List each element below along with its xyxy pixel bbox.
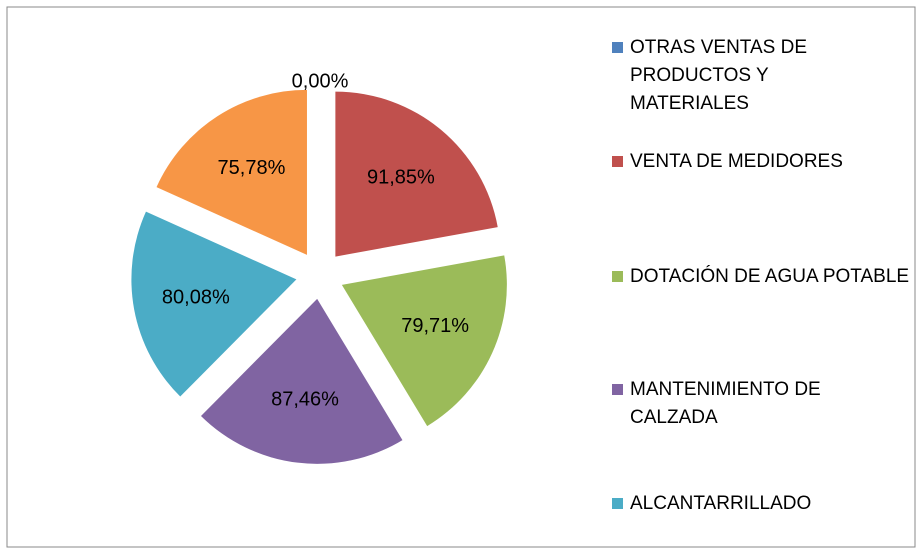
legend-label: VENTA DE MEDIDORES [630,151,843,172]
pie-slice [156,89,307,255]
legend-swatch [612,498,623,509]
legend-entry: VENTA DE MEDIDORES [612,148,912,176]
data-label: 80,08% [162,286,230,308]
legend-swatch [612,42,623,53]
legend-entry: MANTENIMIENTO DE CALZADA [612,376,912,432]
pie-slice [341,255,507,427]
legend-swatch [612,156,623,167]
legend-swatch [612,384,623,395]
legend-label: MANTENIMIENTO DE CALZADA [630,379,821,428]
data-label: 79,71% [401,315,469,337]
legend-label: DOTACIÓN DE AGUA POTABLE [630,266,910,287]
pie-slice [335,91,498,257]
data-label: 91,85% [367,166,435,188]
legend-entry: ALCANTARRILLADO [612,490,912,518]
data-label: 87,46% [271,389,339,411]
data-label: 0,00% [292,70,349,92]
legend-label: ALCANTARRILLADO [630,493,812,514]
legend-entry: DOTACIÓN DE AGUA POTABLE [612,263,912,291]
legend-entry: OTRAS VENTAS DE PRODUCTOS Y MATERIALES [612,34,912,118]
legend-swatch [612,271,623,282]
legend-label: OTRAS VENTAS DE PRODUCTOS Y MATERIALES [630,37,808,114]
data-label: 75,78% [218,157,286,179]
pie-slice [131,211,297,397]
pie-slice [200,298,403,464]
